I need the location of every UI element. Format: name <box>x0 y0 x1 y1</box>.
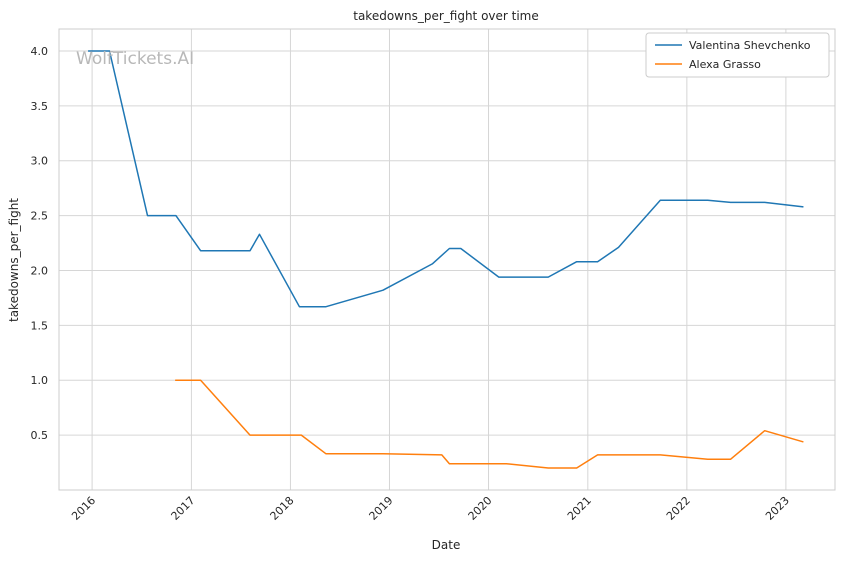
series-line-alexa-grasso <box>175 379 804 469</box>
legend-label-valentina-shevchenko: Valentina Shevchenko <box>689 39 811 52</box>
watermark: WolfTickets.AI <box>76 49 194 69</box>
y-tick-label: 3.0 <box>31 155 49 168</box>
series-layer <box>88 50 804 469</box>
y-tick-label: 0.5 <box>31 429 49 442</box>
legend: Valentina Shevchenko Alexa Grasso <box>645 32 830 78</box>
y-tick-label: 4.0 <box>31 45 49 58</box>
x-axis-title: Date <box>432 538 461 552</box>
y-axis-ticks: 0.5 1.0 1.5 2.0 2.5 3.0 3.5 4.0 <box>31 45 49 442</box>
chart-title: takedowns_per_fight over time <box>353 9 539 23</box>
y-tick-label: 1.0 <box>31 374 49 387</box>
y-tick-label: 1.5 <box>31 319 49 332</box>
grid <box>59 29 835 490</box>
legend-box <box>645 32 830 78</box>
y-tick-label: 3.5 <box>31 100 49 113</box>
plot-border <box>58 28 836 491</box>
y-tick-label: 2.5 <box>31 210 49 223</box>
y-tick-label: 2.0 <box>31 264 49 277</box>
y-axis-title: takedowns_per_fight <box>7 198 21 322</box>
legend-label-alexa-grasso: Alexa Grasso <box>689 58 761 71</box>
series-line-valentina-shevchenko <box>88 50 804 308</box>
